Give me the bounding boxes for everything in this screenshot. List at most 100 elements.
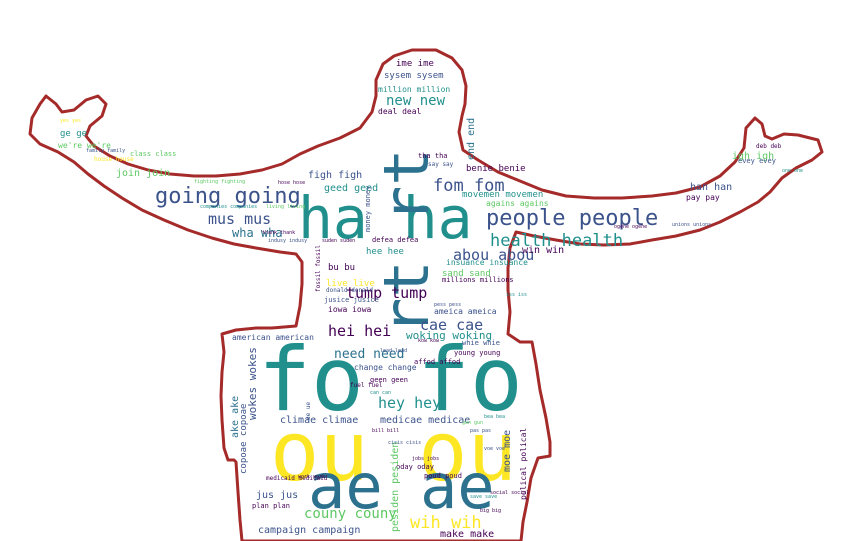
word-mus: mus mus: [208, 210, 271, 228]
word-igh: igh igh: [732, 151, 774, 162]
word-iowa: iowa iowa: [328, 305, 372, 314]
word-one: one one: [782, 168, 803, 174]
word-fighting: fighting fighting: [194, 179, 245, 185]
word-jus: jus jus: [256, 490, 298, 501]
word-whie: whie whie: [462, 339, 500, 347]
word-sand: sand sand: [442, 269, 491, 279]
word-say: say say: [428, 161, 454, 168]
word-lead: lead lead: [380, 348, 407, 354]
word-poud: poud poud: [424, 472, 462, 480]
word-medicae: medicae medicae: [380, 415, 470, 426]
word-hey: hey hey: [378, 394, 441, 412]
word-copoae: copoae copoae: [239, 404, 249, 474]
word-defea: defea defea: [372, 236, 418, 244]
word-living: living living: [266, 204, 305, 210]
word-rt: rt rt: [370, 148, 443, 335]
word-evey: evey evey: [738, 157, 776, 165]
word-geen: geen geen: [370, 376, 408, 384]
word-deal: deal deal: [378, 107, 422, 116]
word-hei: hei hei: [328, 322, 391, 340]
word-change: change change: [354, 363, 417, 372]
word-going: going going: [155, 184, 301, 209]
word-climae: climae climae: [280, 415, 358, 426]
word-jusice: jusice jusice: [324, 296, 379, 304]
word-movemen: movemen movemen: [462, 190, 543, 200]
word-sysem: sysem sysem: [384, 71, 444, 81]
word-companies: companies companies: [200, 204, 257, 210]
word-health: health health: [490, 231, 623, 251]
word-american: american american: [232, 333, 314, 342]
word-ha: ha ha: [298, 184, 473, 252]
word-iss: iss iss: [506, 292, 527, 298]
word-polical: polical polical: [519, 428, 528, 500]
word-agains: agains agains: [486, 199, 549, 208]
word-deb: deb deb: [756, 143, 782, 150]
word-abou: abou abou: [453, 246, 534, 264]
word-cae: cae cae: [420, 316, 483, 334]
word-yes: yes yes: [60, 118, 81, 124]
word-people: people people: [486, 206, 658, 231]
word-kow: kow kow: [418, 338, 440, 344]
word-millions: millions millions: [442, 276, 514, 284]
word-moe: moe moe: [502, 430, 513, 472]
word-end: end end: [466, 118, 477, 160]
word-medicaid: cisis cisis: [388, 440, 421, 446]
word-can: can can: [370, 390, 391, 396]
word-pay: pay pay: [686, 193, 720, 202]
word-wha: wha wha: [232, 226, 283, 240]
word-family: family family: [86, 148, 125, 154]
word-ime: ime ime: [396, 59, 434, 69]
word-believe: unions unions: [672, 222, 711, 228]
word-ameica: ameica ameica: [434, 307, 497, 316]
word-ge: ge ge: [60, 129, 87, 139]
word-fossil: fossil fossil: [315, 245, 322, 292]
word-campaign: campaign campaign: [258, 525, 360, 536]
word-pess: pess pess: [434, 302, 461, 308]
word-oday: oday oday: [396, 463, 434, 471]
word-figh: figh figh: [308, 170, 362, 181]
word-big: big big: [480, 508, 501, 514]
word-suden: suden suden: [322, 238, 355, 244]
word-indusy: indusy indusy: [268, 238, 307, 244]
word-bu: bu bu: [328, 263, 355, 273]
word-million: million million: [378, 85, 450, 94]
silhouette-outline: [28, 48, 824, 541]
word-young: young young: [454, 349, 500, 357]
word-bea: bea bea: [484, 414, 505, 420]
word-new: new new: [386, 93, 446, 109]
word-social: social social: [490, 490, 529, 496]
word-fuel: fuel fuel: [350, 382, 383, 389]
word-unions: ogehe ogehe: [614, 224, 647, 230]
word-join: join join: [116, 168, 170, 179]
word-house: house house: [94, 156, 134, 163]
word-class: class class: [130, 150, 176, 158]
word-geed: geed geed: [324, 183, 378, 194]
word-tump: tump tump: [346, 284, 427, 302]
word-donald: donald donald: [326, 287, 373, 294]
word-live: live live: [326, 279, 375, 289]
word-tha: tha tha: [418, 152, 448, 160]
word-plan: plan plan: [252, 502, 290, 510]
word-fom: fom fom: [433, 176, 505, 196]
word-han: han han: [690, 182, 732, 193]
word-win: win win: [522, 245, 564, 256]
word-save: save save: [470, 494, 497, 500]
word-pas: pas pas: [470, 428, 491, 434]
word-wokes: wokes wokes: [246, 347, 259, 420]
word-pesiden: pesiden pesiden: [390, 442, 401, 532]
word-thank: thank thank: [262, 230, 295, 236]
word-fo: fo fo: [258, 328, 523, 431]
word-voe: voe voe: [484, 446, 505, 452]
word-couny: couny couny: [304, 506, 397, 522]
word-work: work work: [298, 474, 325, 480]
word-cisis: ue ue: [305, 402, 312, 420]
word-make: make make: [440, 529, 494, 540]
word-affod: affod affod: [414, 358, 460, 366]
word-ogehe: medicaid medicaid: [266, 475, 328, 482]
word-hose: hose hose: [278, 180, 305, 186]
word-bill: bill bill: [372, 428, 399, 434]
word-were: we're we're: [58, 141, 111, 150]
word-ou: ou ou: [270, 405, 517, 500]
